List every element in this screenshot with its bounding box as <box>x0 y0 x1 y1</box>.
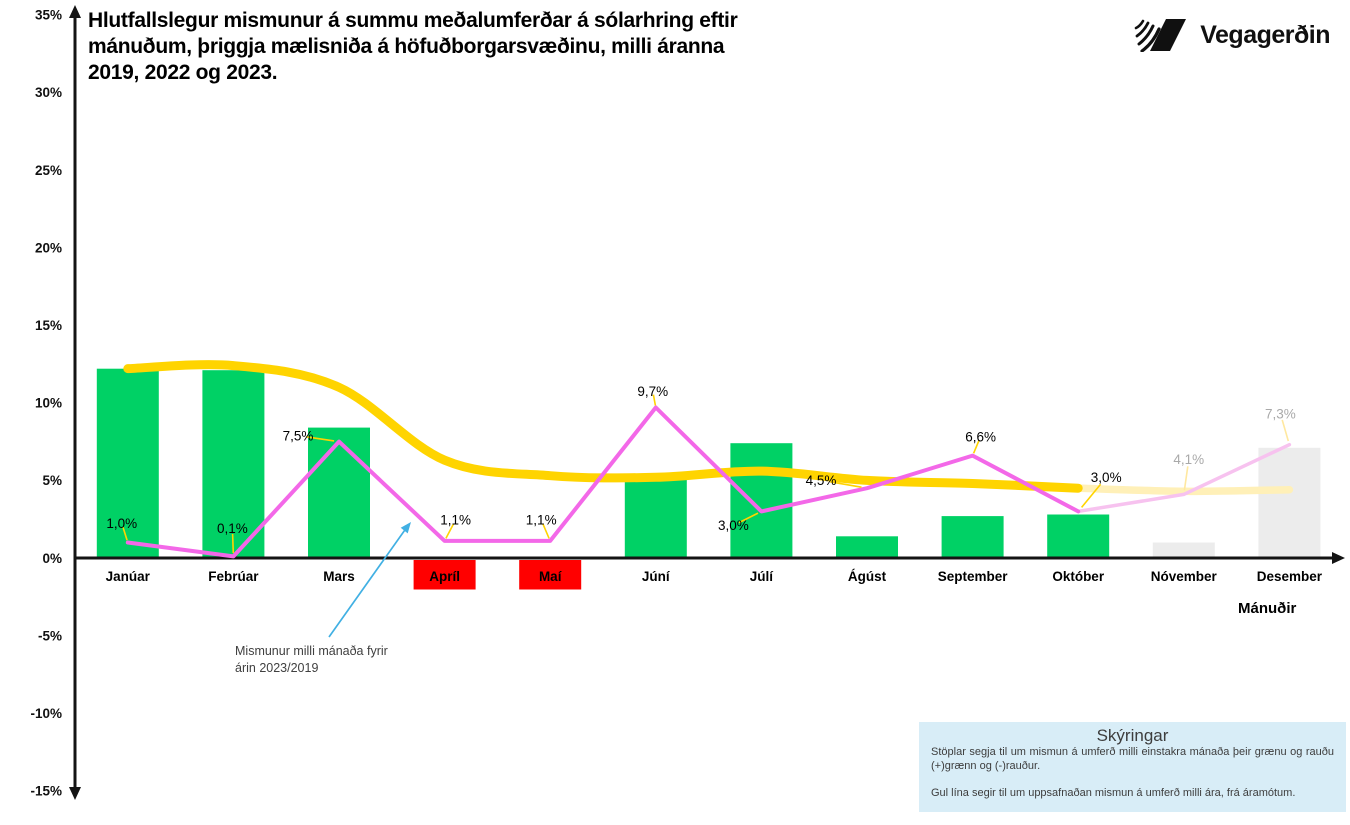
value-label-leader-8 <box>972 440 980 454</box>
value-label-leader-0 <box>122 527 128 541</box>
line-value-label-7: 4,5% <box>806 473 837 488</box>
line-annotation: Mismunur milli mánaða fyrir árin 2023/20… <box>235 643 388 677</box>
y-tick-label-0: 35% <box>35 8 62 23</box>
legend-text-bars-line2: (+)grænn og (-)rauður. <box>931 760 1041 772</box>
chart-title-line1: Hlutfallslegur mismunur á summu meðalumf… <box>88 9 738 32</box>
value-label-leader-9 <box>1080 483 1102 508</box>
bar-1 <box>202 370 265 558</box>
line-value-label-10: 4,1% <box>1173 452 1204 467</box>
y-tick-label-3: 20% <box>35 240 62 255</box>
line-value-label-3: 1,1% <box>440 513 471 528</box>
line-value-label-1: 0,1% <box>217 521 248 536</box>
bar-6 <box>730 443 793 558</box>
monthly-line <box>125 405 1081 559</box>
bar-5 <box>624 477 687 558</box>
y-tick-label-7: 0% <box>42 551 62 566</box>
monthly-line-muted <box>1076 442 1292 514</box>
line-value-label-4: 1,1% <box>526 513 557 528</box>
y-tick-label-6: 5% <box>42 473 62 488</box>
x-tick-label-6: Júlí <box>750 569 775 584</box>
line-value-label-8: 6,6% <box>965 429 996 444</box>
vegagerdin-logo-text: Vegagerðin <box>1200 20 1330 49</box>
legend-title: Skýringar <box>1096 726 1169 745</box>
value-label-leader-2 <box>306 436 335 442</box>
y-tick-label-4: 15% <box>35 318 62 333</box>
x-axis-title: Mánuðir <box>1238 600 1297 617</box>
y-axis-arrow-down <box>69 787 81 800</box>
legend-box: Skýringar Stöplar segja til um mismun á … <box>919 722 1346 812</box>
bar-10 <box>1152 542 1215 558</box>
bar-8 <box>941 516 1004 558</box>
bar-4 <box>519 560 582 590</box>
value-label-leader-10 <box>1183 466 1189 491</box>
line-value-label-5: 9,7% <box>637 384 668 399</box>
bar-9 <box>1047 514 1110 558</box>
x-tick-label-5: Júní <box>642 569 671 584</box>
x-tick-label-3: Apríl <box>429 569 460 584</box>
line-value-label-11: 7,3% <box>1265 406 1296 421</box>
value-label-leader-7 <box>830 481 862 488</box>
value-label-leader-3 <box>445 523 455 539</box>
line-annotation-line1: Mismunur milli mánaða fyrir <box>235 644 388 658</box>
y-tick-label-1: 30% <box>35 85 62 100</box>
chart-title: Hlutfallslegur mismunur á summu meðalumf… <box>88 8 868 86</box>
value-label-leader-11 <box>1281 419 1290 442</box>
x-tick-label-2: Mars <box>323 569 355 584</box>
x-tick-label-8: September <box>938 569 1009 584</box>
y-tick-label-9: -10% <box>30 706 62 721</box>
value-label-leader-5 <box>652 394 657 406</box>
x-tick-label-9: Október <box>1052 569 1105 584</box>
vegagerdin-logo-icon <box>1134 19 1187 52</box>
y-tick-label-2: 25% <box>35 163 62 178</box>
x-tick-label-0: Janúar <box>106 569 151 584</box>
bar-11 <box>1258 447 1321 558</box>
legend-text-line: Gul lína segir til um uppsafnaðan mismun… <box>931 787 1296 799</box>
line-value-label-0: 1,0% <box>106 516 137 531</box>
legend-text-bars-line1: Stöplar segja til um mismun á umferð mil… <box>931 746 1334 758</box>
chart-title-line2: mánuðum, þriggja mælisniða á höfuðborgar… <box>88 35 725 58</box>
annotation-arrow-line <box>328 526 408 638</box>
bar-2 <box>308 427 370 558</box>
line-value-label-9: 3,0% <box>1091 470 1122 485</box>
y-tick-label-10: -15% <box>30 784 62 799</box>
line-value-label-2: 7,5% <box>283 428 314 443</box>
x-tick-label-4: Maí <box>539 569 563 584</box>
bar-3 <box>413 560 476 590</box>
chart-title-line3: 2019, 2022 og 2023. <box>88 61 278 84</box>
bar-7 <box>836 536 898 558</box>
value-label-leader-1 <box>231 533 235 554</box>
value-label-leader-4 <box>542 523 550 539</box>
x-tick-label-11: Desember <box>1257 569 1323 584</box>
value-label-leader-6 <box>738 512 759 524</box>
line-value-label-6: 3,0% <box>718 518 749 533</box>
y-axis-arrow-up <box>69 5 81 18</box>
y-tick-label-5: 10% <box>35 396 62 411</box>
annotation-arrow-head <box>400 522 411 534</box>
x-axis-arrow-right <box>1332 552 1345 564</box>
vegagerdin-logo: Vegagerðin <box>1134 18 1330 52</box>
y-tick-label-8: -5% <box>38 628 62 643</box>
x-tick-label-10: Nóvember <box>1151 569 1218 584</box>
line-annotation-line2: árin 2023/2019 <box>235 661 319 675</box>
x-tick-label-1: Febrúar <box>208 569 259 584</box>
cumulative-line-muted <box>1074 484 1294 496</box>
cumulative-line <box>123 360 1083 493</box>
bar-0 <box>96 368 159 558</box>
x-tick-label-7: Ágúst <box>848 569 887 584</box>
